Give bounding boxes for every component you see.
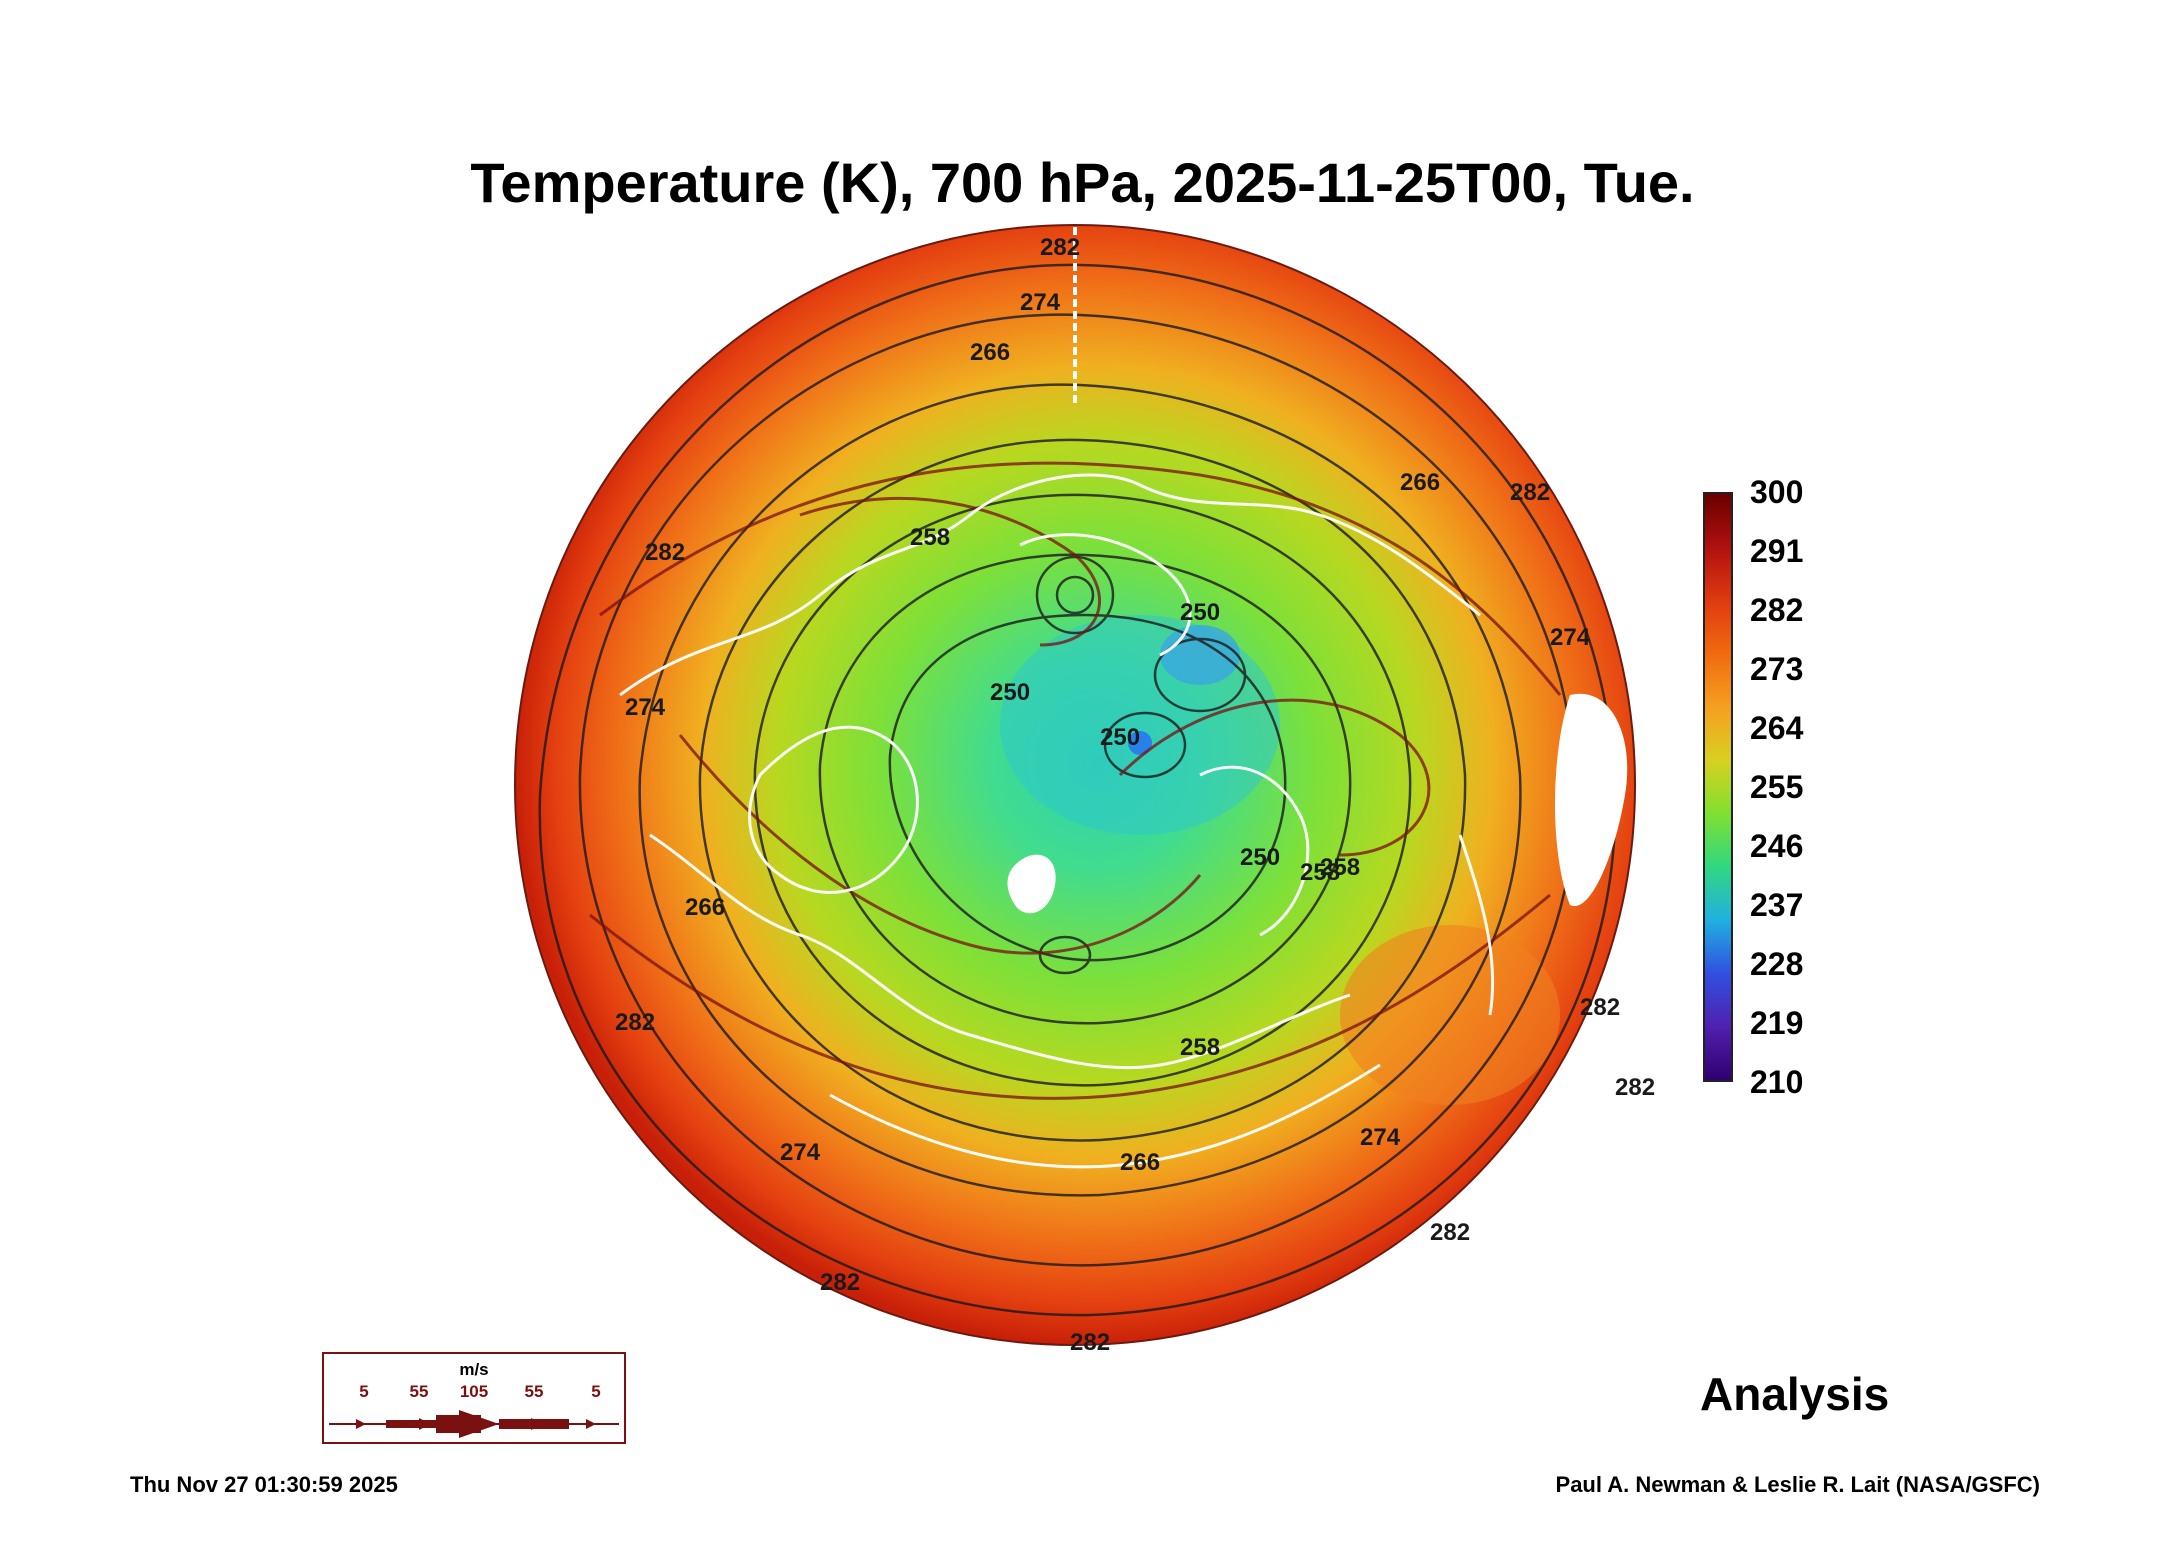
contour-label: 282 [1615,1074,1655,1101]
contour-label: 266 [1400,469,1440,496]
contour-label: 266 [1120,1149,1160,1176]
contour-label: 274 [1020,289,1061,316]
contour-label: 274 [1550,624,1591,651]
colorbar-tick: 219 [1750,1005,1804,1041]
colorbar-labels: 300 291 282 273 264 255 246 237 228 219 … [1750,470,1870,1110]
analysis-label: Analysis [1700,1368,1890,1420]
contour-label: 274 [780,1139,821,1166]
contour-label: 282 [1580,994,1620,1021]
colorbar-tick: 210 [1750,1064,1804,1100]
contour-label: 282 [645,539,685,566]
contour-label: 258 [1180,1034,1220,1061]
timestamp: Thu Nov 27 01:30:59 2025 [130,1472,398,1497]
map-border [514,224,1636,1346]
contour-label: 274 [625,694,666,721]
wind-key-value: 5 [591,1382,601,1401]
contour-label: 282 [820,1269,860,1296]
white-patch-center [1007,854,1056,914]
wind-key-arrows [329,1410,619,1438]
wind-key-value: 55 [409,1382,429,1401]
contour-label: 282 [1070,1329,1110,1356]
contour-label: 274 [1360,1124,1401,1151]
colorbar-tick: 291 [1750,533,1804,569]
colorbar-tick: 264 [1750,710,1804,746]
contour-label: 250 [1240,844,1280,871]
contour-label: 282 [1510,479,1550,506]
contour-labels: 282 274 266 258 250 258 250 282 274 266 … [615,234,1655,1356]
contour-label: 266 [685,894,725,921]
wind-speed-key: m/s 5 55 105 55 5 [322,1352,626,1444]
colorbar-tick: 300 [1750,474,1804,510]
contour-label: 258 [1300,859,1340,886]
colorbar-tick: 282 [1750,592,1804,628]
colorbar-tick: 273 [1750,651,1804,687]
warm-region-east [1340,925,1560,1105]
contour-label: 282 [615,1009,655,1036]
wind-key-value: 5 [359,1382,369,1401]
contour-label: 258 [910,524,950,551]
contour-label: 250 [1100,724,1140,751]
cold-core [1160,625,1240,685]
streamlines [589,461,1562,1100]
wind-key-value: 105 [459,1382,489,1401]
colorbar-tick: 246 [1750,828,1804,864]
colorbar-tick: 237 [1750,887,1804,923]
contour-label: 266 [970,339,1010,366]
cold-core-small [1128,731,1152,755]
wind-key-unit: m/s [459,1360,489,1379]
chart-title: Temperature (K), 700 hPa, 2025-11-25T00,… [470,151,1695,214]
contour-label: 282 [1040,234,1080,261]
colorbar [1703,492,1733,1082]
white-patch-east [1555,693,1628,907]
colorbar-tick: 255 [1750,769,1804,805]
contour-label: 250 [1180,599,1220,626]
coastlines [619,473,1495,1169]
credit: Paul A. Newman & Leslie R. Lait (NASA/GS… [1555,1472,2040,1497]
colorbar-tick: 228 [1750,946,1804,982]
contour-label: 282 [1430,1219,1470,1246]
contour-label: 258 [1320,854,1360,881]
wind-key-value: 55 [524,1382,544,1401]
contour-label: 250 [990,679,1030,706]
polar-temperature-map: 282 274 266 258 250 258 250 282 274 266 … [500,215,1680,1365]
